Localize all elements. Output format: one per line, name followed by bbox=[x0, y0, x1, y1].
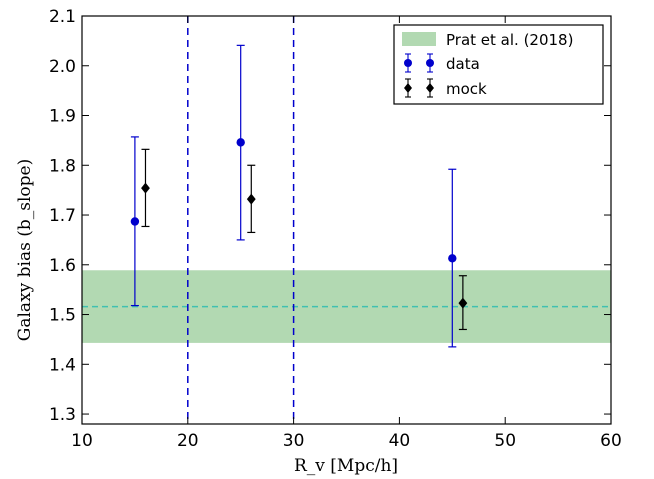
y-tick-label-4: 1.7 bbox=[49, 206, 76, 226]
x-axis-title: R_v [Mpc/h] bbox=[294, 456, 398, 476]
y-tick-label-8: 2.1 bbox=[49, 7, 76, 27]
y-tick-label-1: 1.4 bbox=[49, 355, 76, 375]
y-axis-title: Galaxy bias (b_slope) bbox=[15, 159, 35, 341]
y-tick-label-0: 1.3 bbox=[49, 405, 76, 425]
legend-mock-marker-1 bbox=[404, 78, 412, 98]
y-tick-label-3: 1.6 bbox=[49, 256, 76, 276]
y-tick-label-2: 1.5 bbox=[49, 306, 76, 326]
data-point-1 bbox=[130, 217, 140, 226]
x-tick-label-0: 10 bbox=[71, 431, 93, 451]
legend-data-marker-2-symbol bbox=[426, 59, 434, 67]
legend-mock-marker-1-symbol bbox=[404, 83, 412, 93]
legend-data-marker bbox=[404, 53, 434, 73]
axis-ticks: 10 20 30 40 50 60 1.3 1.4 1.5 1.6 1.7 1.8 1.9 2.0 2.1 bbox=[49, 7, 622, 451]
legend-label-band: Prat et al. (2018) bbox=[446, 31, 573, 49]
data-point-3 bbox=[448, 254, 457, 263]
x-tick-label-1: 20 bbox=[177, 431, 199, 451]
x-tick-label-4: 50 bbox=[494, 431, 516, 451]
legend: Prat et al. (2018) data mock bbox=[393, 24, 604, 105]
plot-area bbox=[82, 16, 611, 424]
legend-data-marker-1-symbol bbox=[404, 59, 412, 67]
mock-point-1 bbox=[141, 182, 150, 194]
x-tick-label-5: 60 bbox=[600, 431, 622, 451]
y-tick-label-6: 1.9 bbox=[49, 107, 76, 127]
legend-mock-marker bbox=[404, 78, 434, 98]
mock-point-2 bbox=[246, 193, 256, 205]
x-tick-label-2: 30 bbox=[283, 431, 305, 451]
data-point-2 bbox=[236, 138, 245, 147]
legend-label-mock: mock bbox=[446, 80, 487, 98]
legend-data-marker-2 bbox=[426, 53, 434, 73]
x-tick-label-3: 40 bbox=[389, 431, 411, 451]
legend-mock-marker-2-symbol bbox=[426, 83, 434, 93]
legend-mock-marker-2 bbox=[426, 78, 434, 98]
y-tick-label-7: 2.0 bbox=[49, 57, 76, 77]
legend-label-data: data bbox=[446, 55, 480, 73]
y-tick-label-5: 1.8 bbox=[49, 156, 76, 176]
mock-point-3 bbox=[458, 297, 468, 309]
legend-band-swatch bbox=[402, 32, 436, 46]
plot-frame bbox=[81, 15, 612, 425]
legend-data-marker-1 bbox=[404, 53, 412, 73]
